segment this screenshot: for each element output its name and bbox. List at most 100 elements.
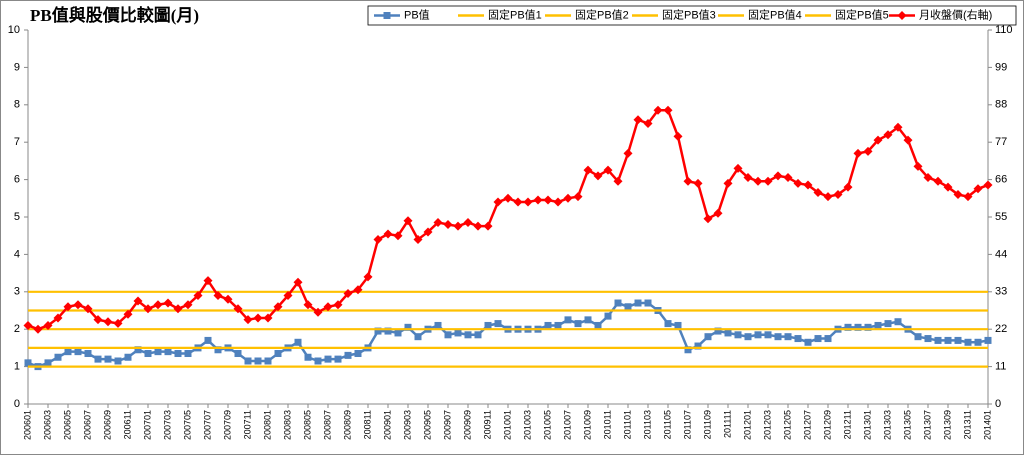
- data-point: [593, 171, 603, 181]
- data-point: [214, 346, 222, 354]
- data-point: [854, 323, 862, 331]
- x-tick-label: 200805: [302, 410, 312, 440]
- data-point: [713, 208, 723, 218]
- data-point: [664, 320, 672, 328]
- data-point: [124, 353, 132, 361]
- data-point: [413, 234, 423, 244]
- data-point: [254, 357, 262, 365]
- y-tick-label: 10: [8, 24, 20, 36]
- legend-label: 固定PB值4: [748, 7, 802, 21]
- data-point: [324, 355, 332, 363]
- data-point: [763, 176, 773, 186]
- data-point: [984, 336, 992, 344]
- x-tick-label: 200801: [262, 410, 272, 440]
- data-point: [164, 348, 172, 356]
- data-point: [344, 351, 352, 359]
- data-point: [874, 321, 882, 329]
- data-point: [963, 192, 973, 202]
- data-point: [734, 331, 742, 339]
- x-tick-label: 200607: [82, 410, 92, 440]
- chart-title: PB值與股價比較圖(月): [30, 5, 199, 25]
- y2-tick-label: 44: [995, 248, 1007, 260]
- data-point: [294, 338, 302, 346]
- data-point: [704, 333, 712, 341]
- data-point: [423, 227, 433, 237]
- data-point: [33, 324, 43, 334]
- data-point: [554, 321, 562, 329]
- data-point: [83, 304, 93, 314]
- data-point: [84, 350, 92, 358]
- data-point: [674, 321, 682, 329]
- data-point: [393, 231, 403, 241]
- data-point: [153, 300, 163, 310]
- data-point: [303, 300, 313, 310]
- data-point: [134, 346, 142, 354]
- data-point: [543, 195, 553, 205]
- x-tick-label: 200605: [62, 410, 72, 440]
- data-point: [903, 135, 913, 145]
- data-point: [293, 277, 303, 287]
- data-point: [354, 350, 362, 358]
- x-tick-label: 201303: [882, 410, 892, 440]
- legend-label: 固定PB值5: [835, 7, 889, 21]
- data-point: [774, 333, 782, 341]
- data-point: [144, 350, 152, 358]
- data-point: [724, 329, 732, 337]
- data-point: [703, 214, 713, 224]
- y-tick-label: 8: [14, 99, 20, 111]
- data-point: [923, 173, 933, 183]
- data-point: [333, 300, 343, 310]
- data-point: [863, 146, 873, 156]
- data-point: [93, 315, 103, 325]
- x-tick-label: 201101: [622, 410, 632, 439]
- data-point: [204, 336, 212, 344]
- x-tick-label: 201011: [602, 410, 612, 439]
- x-tick-label: 201111: [722, 410, 732, 438]
- data-point: [183, 300, 193, 310]
- data-point: [104, 355, 112, 363]
- data-point: [174, 350, 182, 358]
- data-point: [924, 335, 932, 343]
- data-point: [523, 197, 533, 207]
- data-point: [513, 197, 523, 207]
- data-point: [73, 300, 83, 310]
- data-point: [23, 320, 33, 330]
- data-point: [304, 353, 312, 361]
- x-tick-label: 201205: [782, 410, 792, 440]
- data-point: [913, 161, 923, 171]
- data-point: [63, 302, 73, 312]
- data-point: [983, 180, 993, 190]
- y-tick-label: 1: [14, 361, 20, 373]
- data-point: [603, 165, 613, 175]
- data-point: [694, 342, 702, 350]
- data-point: [103, 317, 113, 327]
- data-point: [394, 329, 402, 337]
- data-point: [914, 333, 922, 341]
- data-point: [473, 221, 483, 231]
- data-point: [314, 357, 322, 365]
- data-point: [463, 217, 473, 227]
- data-point: [754, 331, 762, 339]
- data-point: [374, 327, 382, 335]
- legend-label: PB值: [404, 8, 430, 21]
- legend-label: 月收盤價(右軸): [919, 7, 992, 21]
- data-point: [563, 193, 573, 203]
- data-point: [843, 182, 853, 192]
- data-point: [373, 234, 383, 244]
- x-tick-label: 201001: [502, 410, 512, 440]
- legend-label: 固定PB值1: [488, 7, 542, 21]
- data-point: [944, 336, 952, 344]
- x-tick-label: 201005: [542, 410, 552, 440]
- y2-tick-label: 11: [995, 361, 1006, 373]
- data-point: [893, 122, 903, 132]
- data-point: [484, 321, 492, 329]
- legend-label: 固定PB值3: [662, 7, 716, 21]
- x-tick-label: 200705: [182, 410, 192, 440]
- y2-tick-label: 88: [995, 99, 1007, 111]
- data-point: [274, 350, 282, 358]
- x-tick-label: 201207: [802, 410, 812, 440]
- x-tick-label: 200907: [442, 410, 452, 440]
- data-point: [163, 298, 173, 308]
